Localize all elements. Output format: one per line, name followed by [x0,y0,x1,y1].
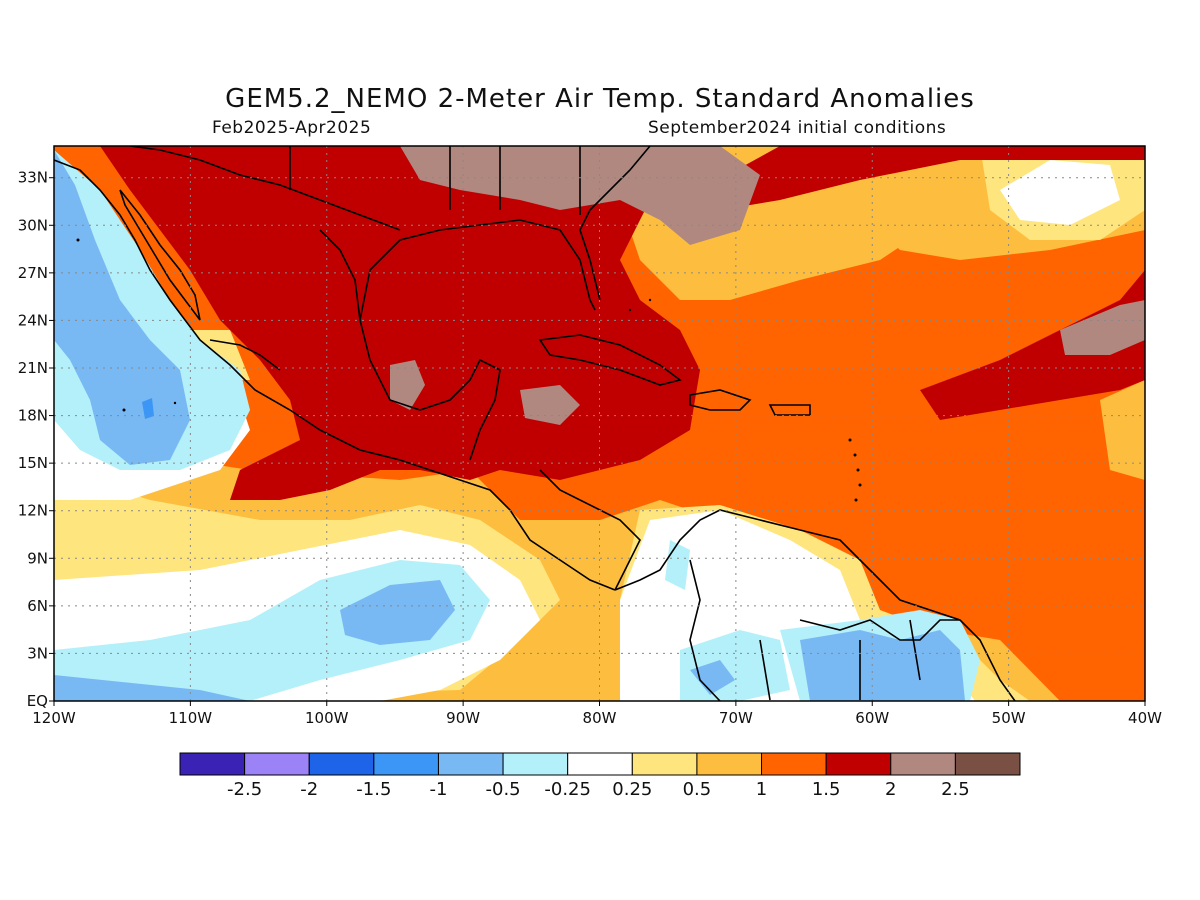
lon-tick-label: 100W [305,709,349,727]
islands [76,238,862,502]
lat-tick-label: EQ [27,692,48,710]
lon-tick-label: 40W [1128,709,1162,727]
colorbar-swatch [244,752,310,776]
colorbar-label: -2.5 [227,779,262,800]
colorbar-swatch [825,752,892,776]
lon-tick-label: 90W [446,709,480,727]
lon-tick-label: 110W [169,709,213,727]
colorbar-swatch [696,752,763,776]
longitude-axis: 120W 110W 100W 90W 80W 70W 60W 50W 40W [32,701,1162,727]
colorbar-label: -0.5 [486,779,521,800]
coastlines [54,146,1016,701]
colorbar-swatch [308,752,375,776]
field-neg-1 [142,398,154,419]
colorbar-label: -1.5 [356,779,391,800]
lat-tick-label: 6N [27,597,48,615]
lat-tick-label: 21N [18,359,48,377]
colorbar-swatch [890,752,956,776]
colorbar-label: 1 [756,779,767,800]
lat-tick-label: 15N [18,454,48,472]
lat-tick-label: 3N [27,644,48,662]
anomaly-field [54,146,1145,701]
lat-tick-label: 30N [18,216,48,234]
colorbar-swatch [761,752,827,776]
colorbar-label: 0.5 [683,779,712,800]
lat-tick-label: 27N [18,264,48,282]
colorbar-swatch [437,752,504,776]
colorbar-label: 2.5 [941,779,970,800]
lon-tick-label: 120W [32,709,76,727]
lon-tick-label: 50W [992,709,1026,727]
latitude-axis: 33N 30N 27N 24N 21N 18N 15N 12N 9N 6N 3N EQ [18,169,54,710]
lon-tick-label: 70W [719,709,753,727]
lat-tick-label: 24N [18,311,48,329]
colorbar-label: 0.25 [612,779,652,800]
lat-tick-label: 18N [18,407,48,425]
colorbar-swatch [567,752,633,776]
lat-tick-label: 9N [27,549,48,567]
colorbar-swatch [373,752,439,776]
colorbar-label: -2 [300,779,318,800]
colorbar-swatch [502,752,569,776]
colorbar-swatch [631,752,698,776]
colorbar-label: -1 [429,779,447,800]
colorbar-label: 1.5 [812,779,841,800]
graticule [54,146,1145,701]
colorbar-swatch [954,752,1021,776]
lat-tick-label: 12N [18,502,48,520]
forecast-period: Feb2025-Apr2025 [212,118,372,138]
field-neg-0.5 [54,150,965,701]
lon-tick-label: 60W [855,709,889,727]
lat-tick-label: 33N [18,169,48,187]
colorbar-label: -0.25 [544,779,591,800]
map-title: GEM5.2_NEMO 2-Meter Air Temp. Standard A… [225,84,975,114]
colorbar-swatch [179,752,246,776]
initial-conditions: September2024 initial conditions [648,118,947,138]
colorbar-label: 2 [885,779,896,800]
colorbar: -2.5 -2 -1.5 -1 -0.5 -0.25 0.25 0.5 1 1.5 2 2.5 [179,752,1021,800]
lon-tick-label: 80W [583,709,617,727]
